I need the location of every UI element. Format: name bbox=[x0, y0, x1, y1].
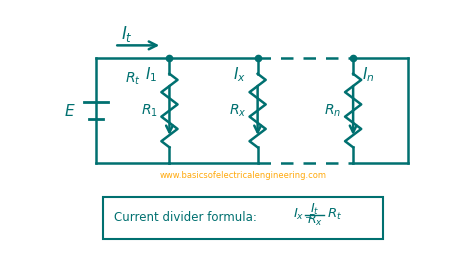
Text: $I_1$: $I_1$ bbox=[145, 66, 157, 84]
Text: $R_n$: $R_n$ bbox=[324, 102, 341, 119]
FancyBboxPatch shape bbox=[103, 197, 383, 239]
Text: $R_x$: $R_x$ bbox=[307, 213, 322, 229]
Text: $I_x$: $I_x$ bbox=[233, 66, 246, 84]
Text: www.basicsofelectricalengineering.com: www.basicsofelectricalengineering.com bbox=[159, 171, 327, 180]
Text: $R_t$: $R_t$ bbox=[327, 207, 342, 222]
Text: $I_{x=}$: $I_{x=}$ bbox=[292, 207, 312, 222]
Text: $R_t$: $R_t$ bbox=[125, 71, 141, 87]
Text: $R_x$: $R_x$ bbox=[228, 102, 246, 119]
Text: $I_t$: $I_t$ bbox=[121, 24, 133, 44]
Text: $I_t$: $I_t$ bbox=[310, 202, 319, 217]
Text: $E$: $E$ bbox=[64, 103, 76, 118]
Text: $I_n$: $I_n$ bbox=[362, 66, 374, 84]
Text: $R_1$: $R_1$ bbox=[141, 102, 158, 119]
Text: Current divider formula:: Current divider formula: bbox=[114, 211, 261, 224]
